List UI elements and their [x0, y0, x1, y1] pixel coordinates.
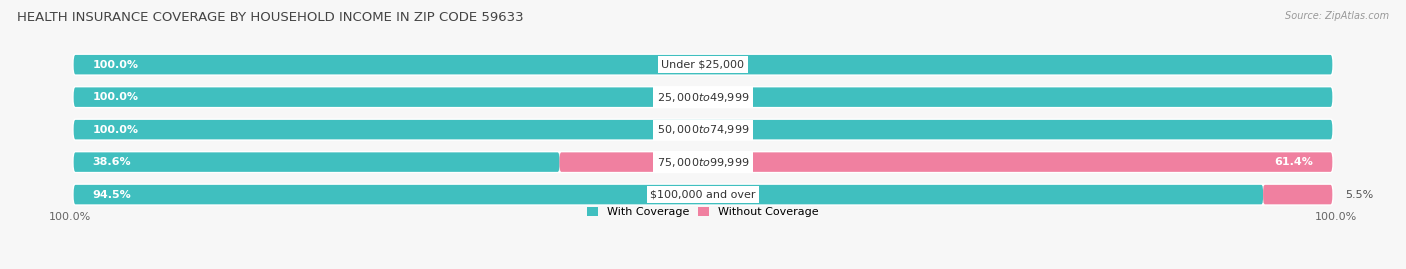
Text: $75,000 to $99,999: $75,000 to $99,999 [657, 155, 749, 169]
Text: 94.5%: 94.5% [93, 190, 131, 200]
Text: 5.5%: 5.5% [1346, 190, 1374, 200]
FancyBboxPatch shape [73, 55, 1333, 75]
FancyBboxPatch shape [73, 185, 1263, 204]
Text: 61.4%: 61.4% [1275, 157, 1313, 167]
FancyBboxPatch shape [73, 152, 1333, 172]
FancyBboxPatch shape [73, 185, 1333, 204]
Text: $50,000 to $74,999: $50,000 to $74,999 [657, 123, 749, 136]
FancyBboxPatch shape [73, 87, 1333, 107]
Text: Source: ZipAtlas.com: Source: ZipAtlas.com [1285, 11, 1389, 21]
FancyBboxPatch shape [1263, 185, 1333, 204]
Text: $25,000 to $49,999: $25,000 to $49,999 [657, 91, 749, 104]
Text: 100.0%: 100.0% [1315, 212, 1358, 222]
FancyBboxPatch shape [73, 55, 1333, 75]
FancyBboxPatch shape [560, 152, 1333, 172]
FancyBboxPatch shape [73, 87, 1333, 107]
FancyBboxPatch shape [73, 152, 560, 172]
Text: HEALTH INSURANCE COVERAGE BY HOUSEHOLD INCOME IN ZIP CODE 59633: HEALTH INSURANCE COVERAGE BY HOUSEHOLD I… [17, 11, 523, 24]
Text: Under $25,000: Under $25,000 [661, 60, 745, 70]
Legend: With Coverage, Without Coverage: With Coverage, Without Coverage [582, 203, 824, 222]
FancyBboxPatch shape [73, 120, 1333, 139]
Text: 100.0%: 100.0% [48, 212, 91, 222]
Text: 38.6%: 38.6% [93, 157, 131, 167]
Text: 100.0%: 100.0% [93, 125, 139, 134]
Text: 100.0%: 100.0% [93, 92, 139, 102]
FancyBboxPatch shape [73, 120, 1333, 139]
Text: $100,000 and over: $100,000 and over [650, 190, 756, 200]
Text: 100.0%: 100.0% [93, 60, 139, 70]
